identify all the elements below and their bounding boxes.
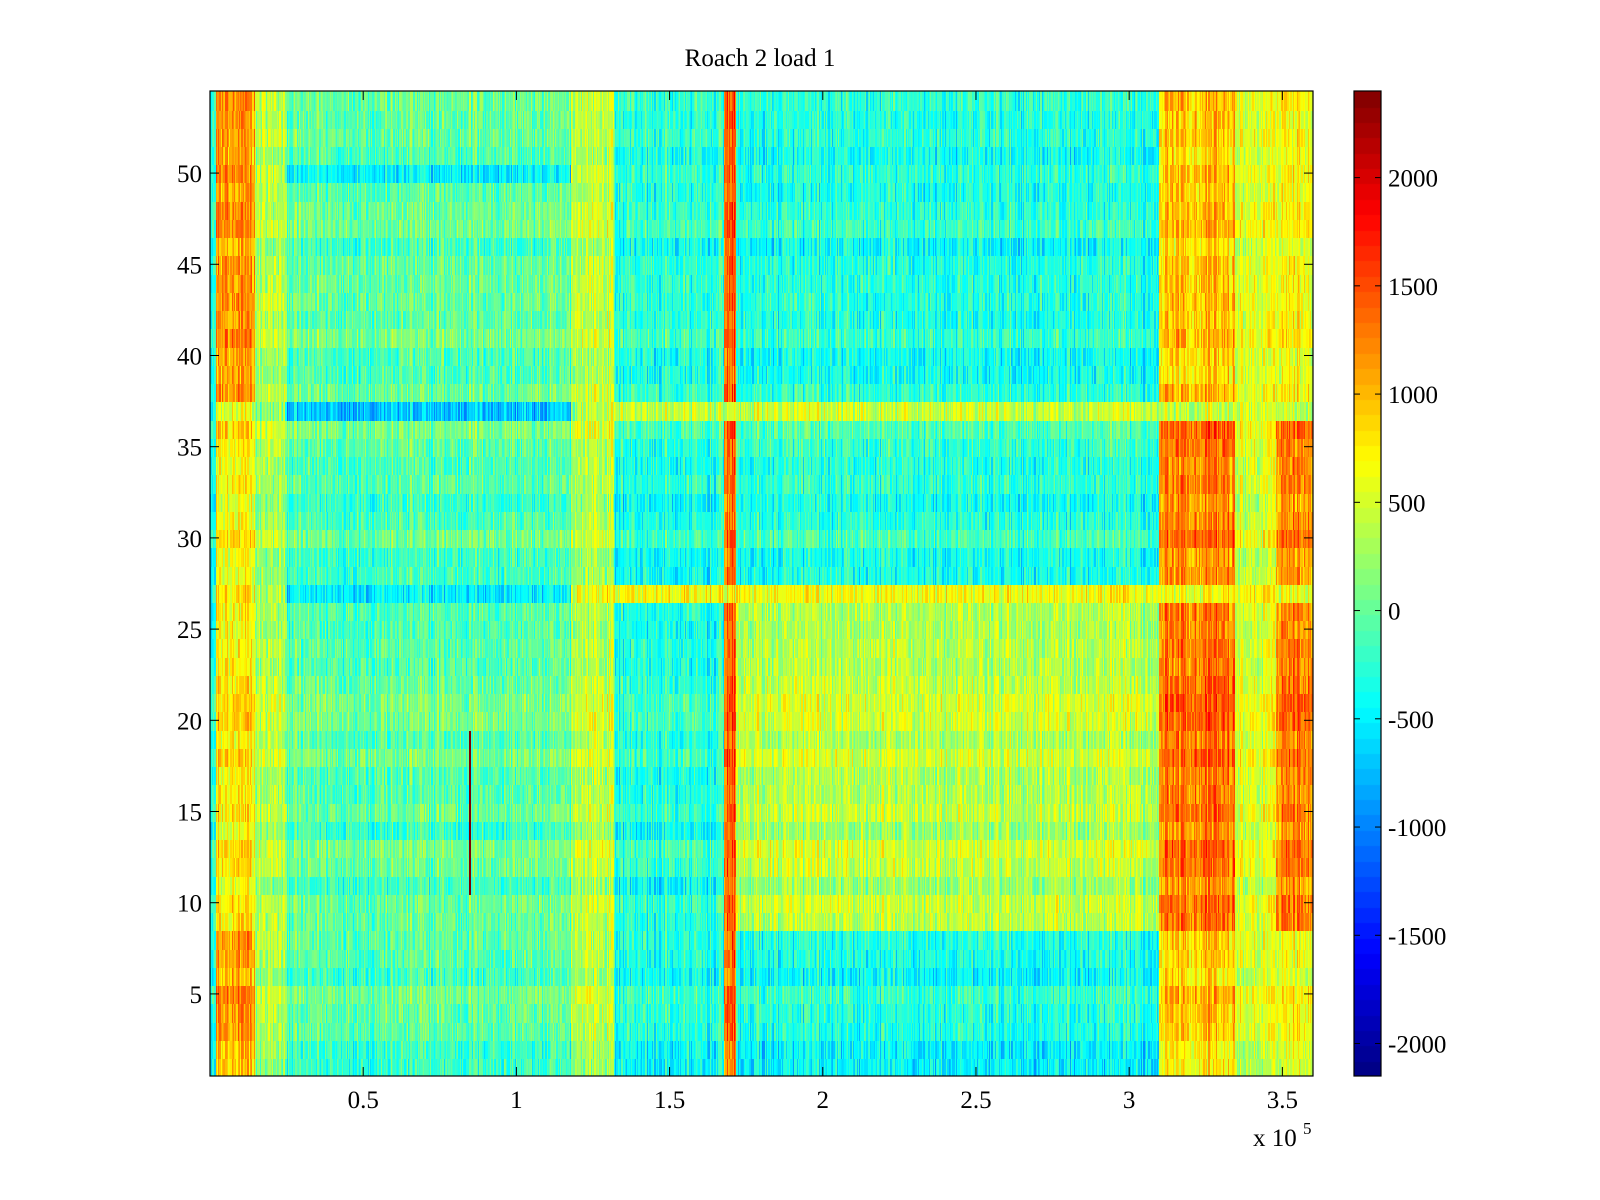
y-tick-label: 20 bbox=[177, 708, 202, 735]
chart-title: Roach 2 load 1 bbox=[685, 45, 836, 72]
colorbar-tick-label: 500 bbox=[1388, 490, 1426, 517]
colorbar-tick-label: 2000 bbox=[1388, 166, 1438, 193]
x-tick-label: 2 bbox=[817, 1087, 830, 1114]
colorbar-tick-label: -1000 bbox=[1388, 815, 1446, 842]
colorbar-tick-label: -2000 bbox=[1388, 1032, 1446, 1059]
x-exponent-label: x 10 5 bbox=[1253, 1119, 1312, 1152]
x-tick-label: 1 bbox=[510, 1087, 523, 1114]
colorbar-tick-label: 1000 bbox=[1388, 382, 1438, 409]
y-axis: 5 10 15 20 25 30 35 40 45 50 bbox=[177, 161, 1313, 1009]
y-tick-label: 50 bbox=[177, 161, 202, 188]
x-tick-label: 2.5 bbox=[960, 1087, 991, 1114]
x-tick-label: 3 bbox=[1123, 1087, 1136, 1114]
colorbar-tick-label: -500 bbox=[1388, 707, 1434, 734]
y-tick-label: 25 bbox=[177, 617, 202, 644]
y-tick-label: 30 bbox=[177, 526, 202, 553]
y-tick-label: 10 bbox=[177, 891, 202, 918]
colorbar-frame bbox=[1353, 90, 1382, 1077]
colorbar-gradient bbox=[1354, 91, 1381, 1076]
x-tick-label: 3.5 bbox=[1267, 1087, 1298, 1114]
heatmap-image bbox=[210, 91, 1313, 1076]
x-tick-label: 0.5 bbox=[348, 1087, 379, 1114]
colorbar-axis: -2000 -1500 -1000 -500 0 500 1000 1500 2000 bbox=[1354, 166, 1446, 1059]
colorbar-tick-label: 1500 bbox=[1388, 274, 1438, 301]
x-tick-label: 1.5 bbox=[654, 1087, 685, 1114]
y-tick-label: 40 bbox=[177, 343, 202, 370]
y-tick-label: 35 bbox=[177, 435, 202, 462]
x-axis: 0.5 1 1.5 2 2.5 3 3.5 bbox=[348, 91, 1298, 1114]
colorbar-tick-label: -1500 bbox=[1388, 923, 1446, 950]
y-tick-label: 5 bbox=[190, 982, 203, 1009]
y-tick-label: 15 bbox=[177, 800, 202, 827]
colorbar-tick-label: 0 bbox=[1388, 599, 1401, 626]
plot-axes-frame bbox=[209, 90, 1314, 1077]
x-exponent-base: x 10 bbox=[1253, 1125, 1297, 1152]
y-tick-label: 45 bbox=[177, 252, 202, 279]
x-exponent-power: 5 bbox=[1303, 1119, 1312, 1138]
